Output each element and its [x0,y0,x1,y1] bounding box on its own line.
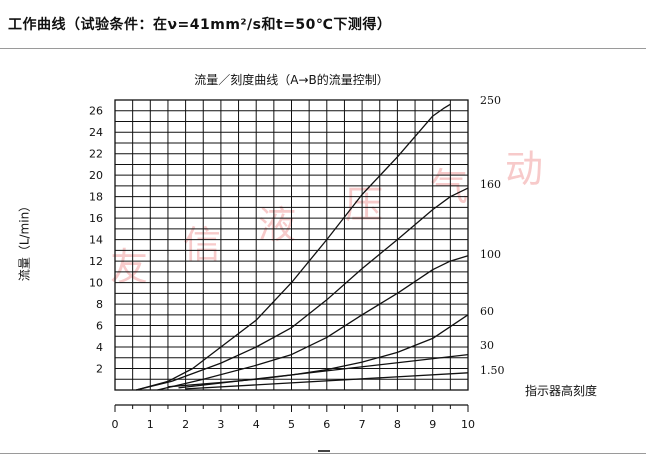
y-tick-label: 22 [89,148,103,161]
footer-mark [318,450,330,452]
series-label: 100 [480,248,501,261]
x-tick-label: 4 [253,418,260,431]
watermark-char: 信 [183,223,221,267]
watermark-char: 压 [345,183,383,227]
series-label: 160 [480,178,501,191]
watermark-char: 气 [430,165,468,209]
series-line-30 [178,353,469,389]
y-tick-label: 16 [89,212,103,225]
y-tick-label: 18 [89,191,103,204]
y-tick-label: 8 [96,298,103,311]
x-tick-label: 5 [288,418,295,431]
series-label: 60 [480,305,494,318]
watermark-char: 液 [258,203,296,247]
x-tick-label: 2 [182,418,189,431]
x-tick-label: 0 [112,418,119,431]
x-axis-label: 指示器高刻度 [525,384,598,398]
x-tick-label: 9 [429,418,436,431]
x-tick-label: 3 [217,418,224,431]
watermark-char: 动 [505,147,543,191]
series-label: 250 [480,94,501,107]
series-line-160 [136,187,469,391]
series-label: 1.50 [480,364,505,377]
plot-frame [114,99,469,391]
series-line-1-50 [185,372,469,390]
x-tick-label: 10 [461,418,475,431]
chart-title: 流量／刻度曲线（A→B的流量控制） [194,73,389,87]
series-label: 30 [480,339,494,352]
y-tick-label: 2 [96,363,103,376]
header-divider [0,48,646,49]
x-tick-label: 7 [359,418,366,431]
watermark-char: 友 [110,245,148,289]
x-tick-label: 8 [394,418,401,431]
series-line-250 [136,103,451,391]
y-tick-label: 24 [89,126,103,139]
y-tick-label: 26 [89,105,103,118]
x-tick-label: 1 [147,418,154,431]
footer-divider [0,453,646,454]
y-tick-label: 6 [96,320,103,333]
y-tick-label: 10 [89,277,103,290]
series-line-100 [157,255,469,391]
x-tick-label: 6 [323,418,330,431]
y-tick-label: 4 [96,341,103,354]
y-tick-label: 12 [89,255,103,268]
y-tick-label: 14 [89,234,103,247]
page-title: 工作曲线（试验条件：在ν=41mm²/s和t=50℃下测得） [8,17,392,33]
y-tick-label: 20 [89,169,103,182]
